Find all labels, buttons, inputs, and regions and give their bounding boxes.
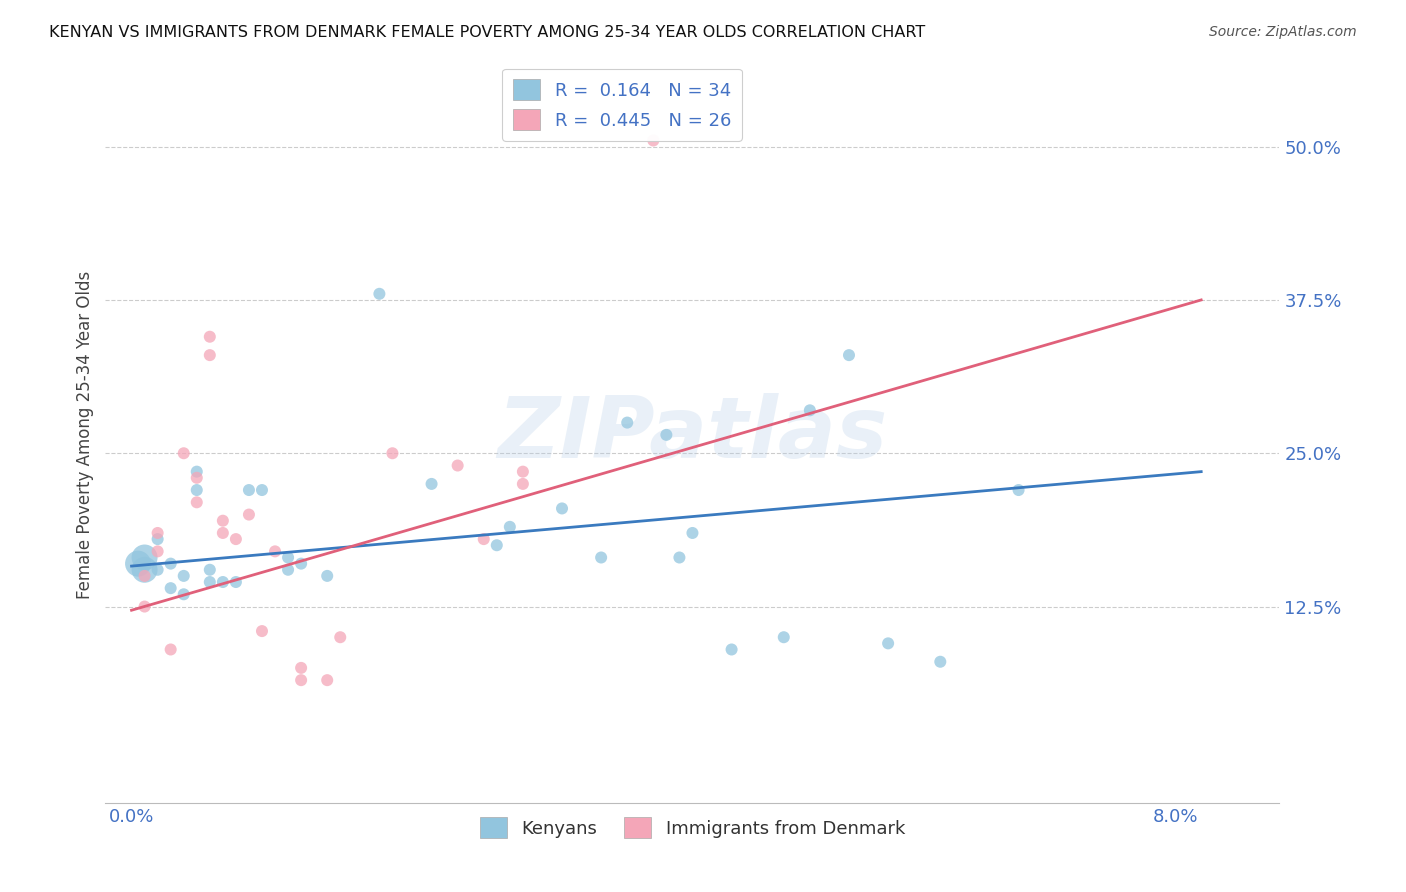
Point — [877, 636, 900, 650]
Point — [134, 550, 156, 565]
Point — [186, 495, 208, 509]
Point — [198, 330, 221, 344]
Point — [186, 483, 208, 497]
Point — [551, 501, 574, 516]
Point — [250, 624, 273, 639]
Text: ZIPatlas: ZIPatlas — [498, 393, 887, 476]
Point — [264, 544, 287, 558]
Point — [146, 563, 169, 577]
Y-axis label: Female Poverty Among 25-34 Year Olds: Female Poverty Among 25-34 Year Olds — [76, 271, 94, 599]
Point — [720, 642, 742, 657]
Point — [186, 471, 208, 485]
Point — [799, 403, 821, 417]
Point — [420, 476, 443, 491]
Point — [238, 508, 260, 522]
Point — [173, 587, 195, 601]
Point — [134, 599, 156, 614]
Point — [211, 574, 233, 589]
Point — [134, 569, 156, 583]
Point — [681, 525, 703, 540]
Point — [198, 574, 221, 589]
Point — [198, 348, 221, 362]
Point — [250, 483, 273, 497]
Point — [198, 563, 221, 577]
Point — [381, 446, 404, 460]
Point — [668, 550, 690, 565]
Point — [447, 458, 470, 473]
Point — [368, 286, 391, 301]
Legend: Kenyans, Immigrants from Denmark: Kenyans, Immigrants from Denmark — [470, 806, 915, 849]
Point — [643, 133, 665, 147]
Point — [127, 557, 149, 571]
Point — [277, 563, 299, 577]
Point — [290, 557, 312, 571]
Point — [211, 525, 233, 540]
Point — [159, 557, 181, 571]
Point — [1007, 483, 1029, 497]
Point — [472, 532, 495, 546]
Point — [485, 538, 508, 552]
Point — [173, 446, 195, 460]
Point — [173, 569, 195, 583]
Point — [316, 569, 339, 583]
Point — [329, 630, 352, 644]
Point — [616, 416, 638, 430]
Point — [134, 563, 156, 577]
Point — [290, 673, 312, 687]
Text: KENYAN VS IMMIGRANTS FROM DENMARK FEMALE POVERTY AMONG 25-34 YEAR OLDS CORRELATI: KENYAN VS IMMIGRANTS FROM DENMARK FEMALE… — [49, 25, 925, 40]
Point — [316, 673, 339, 687]
Point — [929, 655, 952, 669]
Point — [146, 544, 169, 558]
Point — [512, 465, 534, 479]
Point — [225, 532, 247, 546]
Point — [211, 514, 233, 528]
Point — [499, 520, 522, 534]
Point — [655, 427, 678, 442]
Point — [146, 525, 169, 540]
Point — [159, 581, 181, 595]
Point — [512, 476, 534, 491]
Point — [290, 661, 312, 675]
Point — [225, 574, 247, 589]
Point — [238, 483, 260, 497]
Point — [772, 630, 794, 644]
Point — [277, 550, 299, 565]
Text: Source: ZipAtlas.com: Source: ZipAtlas.com — [1209, 25, 1357, 39]
Point — [838, 348, 860, 362]
Point — [186, 465, 208, 479]
Point — [159, 642, 181, 657]
Point — [146, 532, 169, 546]
Point — [591, 550, 613, 565]
